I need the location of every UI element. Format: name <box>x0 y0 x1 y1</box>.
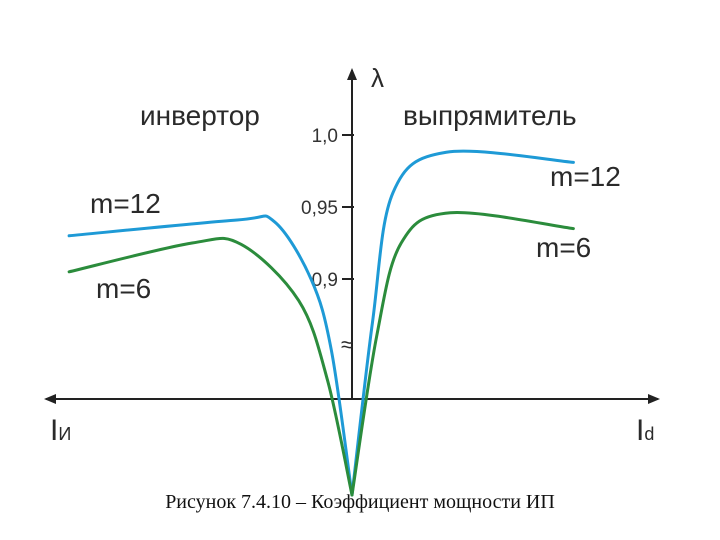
series-label-m6-right: m=6 <box>536 232 591 263</box>
y-tick-label: 0,95 <box>301 198 338 219</box>
y-axis-label: λ <box>371 63 384 93</box>
series-line-m12-left <box>67 214 354 497</box>
axis-break-mark: ≈ <box>341 332 353 357</box>
series-label-m12-right: m=12 <box>550 161 621 192</box>
series-line-m6-right <box>350 211 575 497</box>
curves <box>67 149 575 497</box>
series-line-m12-right <box>350 149 575 497</box>
y-ticks: 0,9 0,95 1,0 <box>301 126 354 291</box>
figure-caption: Рисунок 7.4.10 – Коэффициент мощности ИП <box>165 491 555 513</box>
y-tick-label: 1,0 <box>312 126 338 147</box>
y-tick-label: 0,9 <box>312 270 338 291</box>
series-label-m12-left: m=12 <box>90 188 161 219</box>
x-axis-right-label: Id <box>636 414 654 447</box>
series-line-m6-left <box>67 236 354 497</box>
axes <box>44 68 660 404</box>
x-axis-left-label: IИ <box>50 414 71 447</box>
series-label-m6-left: m=6 <box>96 273 151 304</box>
region-label-rectifier: выпрямитель <box>403 100 577 131</box>
region-label-inverter: инвертор <box>140 100 260 131</box>
